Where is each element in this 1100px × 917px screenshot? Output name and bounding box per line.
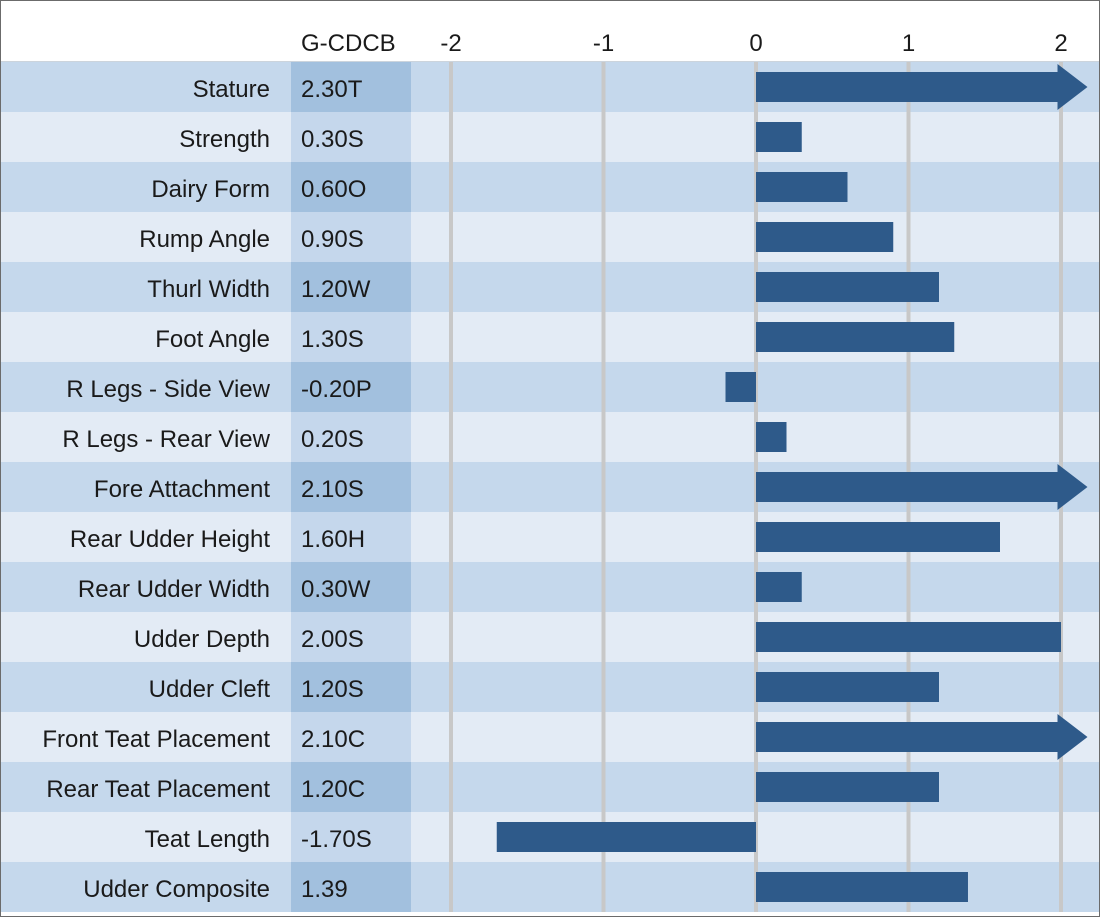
trait-label: Thurl Width <box>147 276 270 303</box>
value-cell-background <box>291 862 411 912</box>
value-cell-background <box>291 562 411 612</box>
trait-label: R Legs - Side View <box>66 376 270 403</box>
trait-label: Strength <box>179 126 270 153</box>
trait-label: Rear Udder Height <box>70 526 270 553</box>
bar <box>756 872 968 902</box>
value-cell-background <box>291 612 411 662</box>
value-cell-background <box>291 812 411 862</box>
x-tick-label: 0 <box>749 30 762 57</box>
bar <box>756 522 1000 552</box>
trait-value-label: 0.20S <box>301 426 364 453</box>
trait-label: Rump Angle <box>139 226 270 253</box>
trait-label: Stature <box>193 76 270 103</box>
trait-value-label: 0.60O <box>301 176 366 203</box>
row-background <box>1 562 1099 612</box>
bar <box>756 622 1061 652</box>
bar <box>756 172 848 202</box>
x-tick-label: 1 <box>902 30 915 57</box>
value-cell-background <box>291 312 411 362</box>
value-column-header: G-CDCB <box>301 30 396 57</box>
bar <box>756 572 802 602</box>
value-cell-background <box>291 712 411 762</box>
trait-label: Dairy Form <box>151 176 270 203</box>
value-cell-background <box>291 112 411 162</box>
trait-value-label: 1.60H <box>301 526 365 553</box>
x-tick-label: 2 <box>1054 30 1067 57</box>
bar <box>496 822 756 852</box>
bar <box>756 272 939 302</box>
trait-label: R Legs - Rear View <box>62 426 270 453</box>
trait-label: Udder Composite <box>83 876 270 903</box>
trait-label: Rear Teat Placement <box>46 776 270 803</box>
value-cell-background <box>291 762 411 812</box>
trait-value-label: 1.20S <box>301 676 364 703</box>
trait-value-label: 1.30S <box>301 326 364 353</box>
trait-value-label: 2.00S <box>301 626 364 653</box>
value-cell-background <box>291 412 411 462</box>
row-background <box>1 112 1099 162</box>
x-tick-label: -1 <box>593 30 614 57</box>
trait-value-label: 1.39 <box>301 876 348 903</box>
value-cell-background <box>291 512 411 562</box>
bar <box>756 772 939 802</box>
row-background <box>1 162 1099 212</box>
trait-label: Front Teat Placement <box>42 726 270 753</box>
value-cell-background <box>291 162 411 212</box>
trait-value-label: 0.30W <box>301 576 371 603</box>
value-cell-background <box>291 262 411 312</box>
bar <box>725 372 756 402</box>
bar <box>756 322 955 352</box>
trait-label: Udder Depth <box>134 626 270 653</box>
trait-value-label: -0.20P <box>301 376 372 403</box>
value-cell-background <box>291 362 411 412</box>
value-cell-background <box>291 62 411 112</box>
trait-label: Udder Cleft <box>149 676 271 703</box>
value-cell-background <box>291 212 411 262</box>
bar <box>756 222 894 252</box>
row-background <box>1 412 1099 462</box>
value-cell-background <box>291 662 411 712</box>
bar <box>756 122 802 152</box>
row-background <box>1 362 1099 412</box>
value-cell-background <box>291 462 411 512</box>
bar <box>756 422 787 452</box>
trait-label: Rear Udder Width <box>78 576 270 603</box>
x-tick-label: -2 <box>440 30 461 57</box>
trait-label: Teat Length <box>145 826 270 853</box>
trait-label: Fore Attachment <box>94 476 270 503</box>
trait-value-label: 2.10S <box>301 476 364 503</box>
bar-overflow-arrow <box>756 64 1088 110</box>
trait-value-label: 1.20C <box>301 776 365 803</box>
bar <box>756 672 939 702</box>
trait-value-label: 0.90S <box>301 226 364 253</box>
trait-value-label: -1.70S <box>301 826 372 853</box>
bar-overflow-arrow <box>756 464 1088 510</box>
trait-label: Foot Angle <box>155 326 270 353</box>
row-background <box>1 212 1099 262</box>
trait-value-label: 1.20W <box>301 276 371 303</box>
bar-overflow-arrow <box>756 714 1088 760</box>
trait-value-label: 2.10C <box>301 726 365 753</box>
trait-value-label: 0.30S <box>301 126 364 153</box>
trait-value-label: 2.30T <box>301 76 363 103</box>
